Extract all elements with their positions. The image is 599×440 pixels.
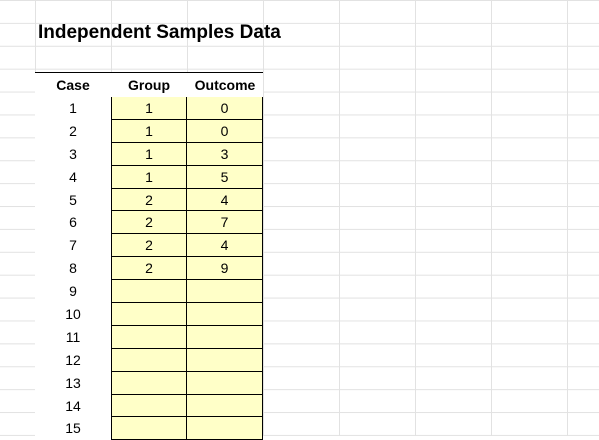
- sheet-title: Independent Samples Data: [38, 22, 281, 43]
- group-cell[interactable]: 2: [111, 188, 187, 212]
- group-cell[interactable]: 2: [111, 234, 187, 258]
- table-row: 9: [35, 280, 263, 304]
- table-row: 15: [35, 417, 263, 440]
- outcome-cell[interactable]: 3: [187, 142, 263, 166]
- table-row: 13: [35, 371, 263, 395]
- case-cell[interactable]: 13: [35, 371, 111, 395]
- outcome-cell[interactable]: [187, 371, 263, 395]
- outcome-cell[interactable]: 0: [187, 97, 263, 120]
- group-cell[interactable]: [111, 394, 187, 418]
- table-row: 10: [35, 303, 263, 326]
- case-cell[interactable]: 1: [35, 97, 111, 120]
- table-header: Case Group Outcome: [35, 72, 263, 99]
- case-cell[interactable]: 9: [35, 280, 111, 304]
- case-cell[interactable]: 5: [35, 188, 111, 212]
- outcome-cell[interactable]: [187, 303, 263, 326]
- table-row: 12: [35, 348, 263, 372]
- outcome-cell[interactable]: [187, 325, 263, 349]
- group-cell[interactable]: [111, 325, 187, 349]
- group-cell[interactable]: 1: [111, 142, 187, 166]
- data-table-body: 1 1 0 2 1 0 3 1 3 4 1 5 5 2 4 6 2 7 7 2 4 8 2 9 9 10 11 12 13 14 15: [35, 97, 263, 440]
- column-header-outcome[interactable]: Outcome: [194, 77, 256, 93]
- outcome-cell[interactable]: [187, 417, 263, 440]
- outcome-cell[interactable]: 9: [187, 257, 263, 281]
- case-cell[interactable]: 11: [35, 325, 111, 349]
- column-header-group[interactable]: Group: [128, 77, 170, 93]
- outcome-cell[interactable]: 0: [187, 119, 263, 143]
- column-header-case[interactable]: Case: [56, 77, 90, 93]
- case-cell[interactable]: 3: [35, 142, 111, 166]
- case-cell[interactable]: 15: [35, 417, 111, 440]
- outcome-cell[interactable]: 4: [187, 188, 263, 212]
- group-cell[interactable]: [111, 303, 187, 326]
- case-cell[interactable]: 10: [35, 303, 111, 326]
- case-cell[interactable]: 2: [35, 119, 111, 143]
- outcome-cell[interactable]: [187, 348, 263, 372]
- group-cell[interactable]: 2: [111, 211, 187, 235]
- case-cell[interactable]: 12: [35, 348, 111, 372]
- group-cell[interactable]: 1: [111, 119, 187, 143]
- table-row: 14: [35, 394, 263, 418]
- case-cell[interactable]: 8: [35, 257, 111, 281]
- case-cell[interactable]: 7: [35, 234, 111, 258]
- outcome-cell[interactable]: [187, 394, 263, 418]
- group-cell[interactable]: 1: [111, 165, 187, 189]
- outcome-cell[interactable]: 5: [187, 165, 263, 189]
- group-cell[interactable]: [111, 280, 187, 304]
- outcome-cell[interactable]: 4: [187, 234, 263, 258]
- outcome-cell[interactable]: [187, 280, 263, 304]
- group-cell[interactable]: [111, 371, 187, 395]
- group-cell[interactable]: [111, 417, 187, 440]
- case-cell[interactable]: 6: [35, 211, 111, 235]
- table-row: 11: [35, 325, 263, 349]
- group-cell[interactable]: 1: [111, 97, 187, 120]
- outcome-cell[interactable]: 7: [187, 211, 263, 235]
- group-cell[interactable]: 2: [111, 257, 187, 281]
- case-cell[interactable]: 14: [35, 394, 111, 418]
- group-cell[interactable]: [111, 348, 187, 372]
- case-cell[interactable]: 4: [35, 165, 111, 189]
